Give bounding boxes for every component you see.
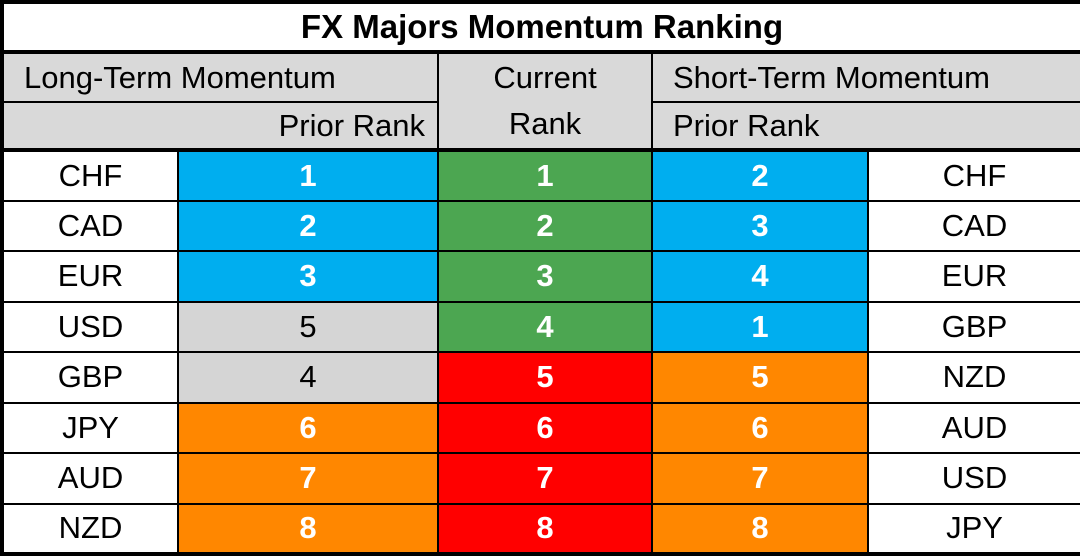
table-row: JPY 6 6 6 AUD — [1, 401, 1080, 454]
currency-cell-right: NZD — [866, 351, 1080, 404]
header-current-rank: Current Rank — [437, 51, 653, 152]
rank-cell-current: 3 — [437, 250, 653, 303]
table-row: GBP 4 5 5 NZD — [1, 351, 1080, 404]
currency-cell-left: CAD — [1, 199, 179, 252]
rank-cell-short-term-prior: 8 — [651, 502, 869, 555]
header-current-label: Current — [493, 60, 597, 95]
currency-cell-left: CHF — [1, 149, 179, 202]
rank-cell-long-term-prior: 4 — [177, 351, 439, 404]
page-title: FX Majors Momentum Ranking — [0, 1, 1080, 54]
currency-cell-right: USD — [866, 452, 1080, 505]
rank-cell-short-term-prior: 3 — [651, 199, 869, 252]
table-body: CHF 1 1 2 CHF CAD 2 2 3 CAD EUR 3 3 4 EUR USD 5 4 1 GBP GBP 4… — [1, 149, 1080, 555]
header-short-term-momentum: Short-Term Momentum — [650, 51, 1080, 103]
header-prior-rank-left: Prior Rank — [1, 101, 439, 152]
header-row-1: Long-Term Momentum Current Rank Short-Te… — [1, 51, 1080, 152]
table-row: AUD 7 7 7 USD — [1, 452, 1080, 505]
rank-cell-current: 4 — [437, 300, 653, 353]
rank-cell-current: 5 — [437, 351, 653, 404]
currency-cell-left: AUD — [1, 452, 179, 505]
rank-cell-short-term-prior: 6 — [651, 401, 869, 454]
header-row-2: Prior Rank Prior Rank — [1, 101, 1080, 152]
rank-cell-long-term-prior: 5 — [177, 300, 439, 353]
rank-cell-current: 1 — [437, 149, 653, 202]
currency-cell-right: CAD — [866, 199, 1080, 252]
rank-cell-short-term-prior: 2 — [651, 149, 869, 202]
rank-cell-short-term-prior: 7 — [651, 452, 869, 505]
currency-cell-left: JPY — [1, 401, 179, 454]
currency-cell-left: USD — [1, 300, 179, 353]
currency-cell-right: GBP — [866, 300, 1080, 353]
title-row: FX Majors Momentum Ranking — [0, 1, 1080, 54]
currency-cell-left: GBP — [1, 351, 179, 404]
rank-cell-long-term-prior: 1 — [177, 149, 439, 202]
rank-cell-short-term-prior: 5 — [651, 351, 869, 404]
header-long-term-momentum: Long-Term Momentum — [1, 51, 439, 103]
currency-cell-left: EUR — [1, 250, 179, 303]
table-row: EUR 3 3 4 EUR — [1, 250, 1080, 303]
rank-cell-long-term-prior: 2 — [177, 199, 439, 252]
rank-cell-short-term-prior: 1 — [651, 300, 869, 353]
table-row: CHF 1 1 2 CHF — [1, 149, 1080, 202]
rank-cell-current: 6 — [437, 401, 653, 454]
table-row: CAD 2 2 3 CAD — [1, 199, 1080, 252]
table-row: NZD 8 8 8 JPY — [1, 502, 1080, 555]
currency-cell-right: EUR — [866, 250, 1080, 303]
rank-cell-short-term-prior: 4 — [651, 250, 869, 303]
currency-cell-left: NZD — [1, 502, 179, 555]
rank-cell-long-term-prior: 8 — [177, 502, 439, 555]
rank-cell-current: 7 — [437, 452, 653, 505]
header-rank-label: Rank — [508, 106, 582, 141]
rank-cell-long-term-prior: 6 — [177, 401, 439, 454]
currency-cell-right: AUD — [866, 401, 1080, 454]
rank-cell-current: 8 — [437, 502, 653, 555]
rank-cell-current: 2 — [437, 199, 653, 252]
currency-cell-right: CHF — [866, 149, 1080, 202]
rank-cell-long-term-prior: 3 — [177, 250, 439, 303]
currency-cell-right: JPY — [866, 502, 1080, 555]
rank-cell-long-term-prior: 7 — [177, 452, 439, 505]
table-row: USD 5 4 1 GBP — [1, 300, 1080, 353]
header-prior-rank-right: Prior Rank — [650, 101, 1080, 152]
